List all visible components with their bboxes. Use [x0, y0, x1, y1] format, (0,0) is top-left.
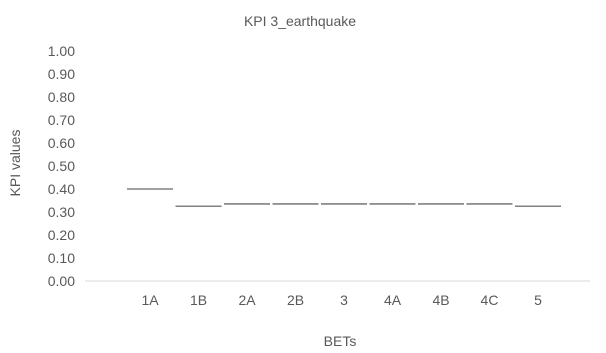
x-tick-label: 2A: [238, 292, 256, 308]
x-tick-label: 5: [534, 292, 542, 308]
y-tick-label: 1.00: [48, 43, 75, 59]
x-tick-label: 1A: [141, 292, 159, 308]
x-tick-label: 4A: [384, 292, 402, 308]
x-tick-labels: 1A 1B 2A 2B 3 4A 4B 4C 5: [141, 292, 542, 308]
y-tick-labels: 0.00 0.10 0.20 0.30 0.40 0.50 0.60 0.70 0.80 0.90…: [48, 43, 75, 289]
x-tick-label: 1B: [190, 292, 207, 308]
y-axis-label: KPI values: [7, 130, 23, 197]
chart-title: KPI 3_earthquake: [244, 13, 356, 29]
y-tick-label: 0.70: [48, 112, 75, 128]
x-tick-label: 4C: [481, 292, 499, 308]
y-tick-label: 0.80: [48, 89, 75, 105]
y-tick-label: 0.20: [48, 227, 75, 243]
y-tick-label: 0.90: [48, 66, 75, 82]
y-tick-label: 0.40: [48, 181, 75, 197]
data-marks: [127, 188, 561, 208]
y-tick-label: 0.50: [48, 158, 75, 174]
x-axis-label: BETs: [324, 333, 357, 349]
x-tick-label: 3: [340, 292, 348, 308]
y-tick-label: 0.00: [48, 273, 75, 289]
y-tick-label: 0.60: [48, 135, 75, 151]
x-tick-label: 2B: [287, 292, 304, 308]
y-tick-label: 0.10: [48, 250, 75, 266]
y-tick-label: 0.30: [48, 204, 75, 220]
x-tick-label: 4B: [432, 292, 449, 308]
